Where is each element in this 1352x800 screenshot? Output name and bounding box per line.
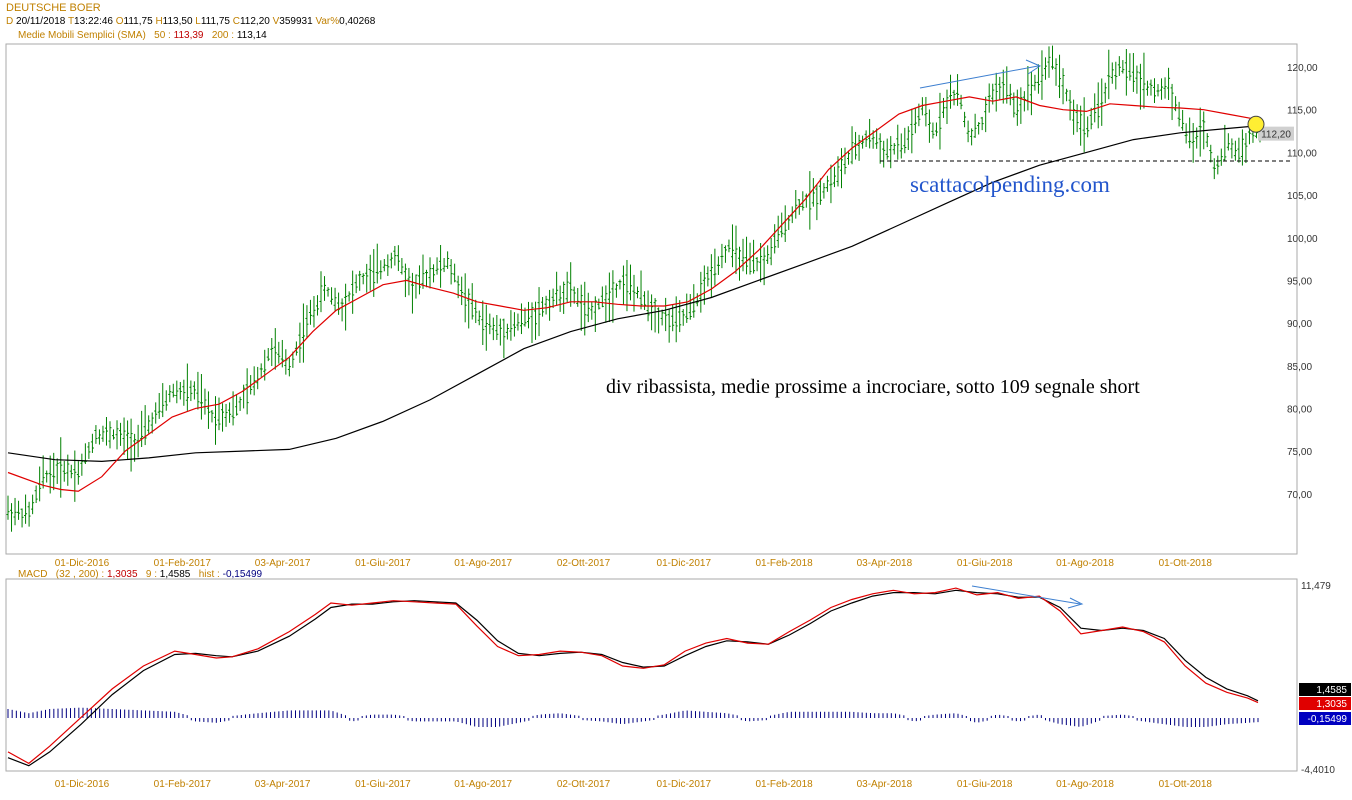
price-divergence-arrowhead	[1025, 59, 1042, 75]
sma200-label: 200 :	[211, 30, 235, 41]
price-layer: 70,00 75,00 80,00 85,00 90,00 95,00 100,00 105,…	[6, 45, 1318, 569]
macd-line	[7, 587, 1259, 765]
sma200-line	[7, 125, 1261, 463]
sma50-label: 50 :	[154, 30, 171, 41]
price-y-tick-label: 100,00	[1287, 234, 1318, 245]
time-value: 13:22:46	[74, 16, 113, 27]
instrument-name: DEUTSCHE BOER	[6, 2, 101, 14]
price-y-tick-label: 75,00	[1287, 447, 1312, 458]
macd-x-tick-label: 01-Dic-2016	[55, 779, 110, 790]
price-y-tick-label: 90,00	[1287, 319, 1312, 330]
price-y-tick-label: 95,00	[1287, 276, 1312, 287]
price-x-tick-label: 01-Dic-2017	[657, 558, 712, 569]
price-y-tick-label: 110,00	[1287, 148, 1317, 159]
date-key: D	[6, 16, 14, 27]
macd-x-tick-label: 01-Dic-2017	[657, 779, 712, 790]
open-key: O	[115, 16, 124, 27]
volume-key: V	[272, 16, 280, 27]
var-value: 0,40268	[339, 16, 376, 27]
volume-value: 359931	[279, 16, 313, 27]
macd-x-tick-label: 01-Feb-2017	[154, 779, 212, 790]
price-panel-frame	[5, 43, 1298, 555]
macd-legend-value: 1,3035	[106, 569, 138, 580]
price-x-tick-label: 02-Ott-2017	[557, 558, 611, 569]
signal-value-box	[1299, 683, 1351, 696]
last-price-label: 112,20	[1261, 130, 1291, 141]
hist-label: hist :	[198, 569, 220, 580]
price-x-tick-label: 01-Feb-2018	[755, 558, 813, 569]
close-key: C	[232, 16, 240, 27]
macd-x-tick-label: 01-Ago-2018	[1056, 779, 1114, 790]
signal-legend-value: 1,4585	[159, 569, 191, 580]
price-y-tick-label: 85,00	[1287, 362, 1312, 373]
macd-value-label: 1,3035	[1316, 699, 1347, 710]
price-x-tick-label: 01-Ago-2017	[454, 558, 512, 569]
macd-x-tick-label: 03-Apr-2018	[857, 779, 913, 790]
date-value: 20/11/2018	[16, 16, 66, 27]
open-value: 111,75	[123, 16, 153, 27]
instrument-title: DEUTSCHE BOER	[6, 2, 101, 14]
macd-layer: 01-Dic-2016 01-Feb-2017 03-Apr-2017 01-Giu-…	[7, 581, 1351, 790]
hist-legend-value: -0,15499	[222, 569, 263, 580]
macd-x-tick-label: 01-Ago-2017	[454, 779, 512, 790]
sma50-value: 113,39	[173, 30, 204, 41]
macd-x-tick-label: 02-Ott-2017	[557, 779, 611, 790]
close-value: 112,20	[239, 16, 270, 27]
macd-legend-label: MACD	[18, 569, 48, 580]
macd-x-tick-label: 01-Giu-2018	[957, 779, 1013, 790]
price-x-tick-label: 01-Feb-2017	[154, 558, 212, 569]
time-key: T	[67, 16, 75, 27]
price-x-tick-label: 01-Ago-2018	[1056, 558, 1114, 569]
macd-panel-frame	[5, 578, 1298, 772]
sma50-line	[7, 96, 1261, 492]
macd-x-tick-label: 01-Giu-2017	[355, 779, 411, 790]
price-x-tick-label: 01-Ott-2018	[1159, 558, 1213, 569]
price-x-tick-label: 01-Dic-2016	[55, 558, 110, 569]
crossover-marker-circle	[1247, 115, 1265, 133]
macd-x-tick-label: 01-Ott-2018	[1159, 779, 1213, 790]
price-x-tick-label: 03-Apr-2017	[255, 558, 311, 569]
macd-divergence-arrow	[971, 585, 1081, 605]
price-divergence-arrow	[919, 65, 1039, 89]
macd-value-box	[1299, 697, 1351, 710]
macd-params: (32 , 200) :	[55, 569, 105, 580]
sma200-value: 113,14	[236, 30, 267, 41]
macd-legend: MACD (32 , 200) : 1,3035 9 : 1,4585 hist…	[18, 569, 262, 580]
price-y-tick-label: 115,00	[1287, 106, 1317, 117]
price-x-tick-label: 03-Apr-2018	[857, 558, 913, 569]
price-x-tick-label: 01-Giu-2018	[957, 558, 1013, 569]
macd-x-tick-label: 03-Apr-2017	[255, 779, 311, 790]
hist-value-label: -0,15499	[1308, 714, 1348, 725]
sma-legend-label: Medie Mobili Semplici (SMA)	[18, 30, 146, 41]
price-x-tick-label: 01-Giu-2017	[355, 558, 411, 569]
hist-value-box	[1299, 712, 1351, 725]
signal-label: 9 :	[145, 569, 157, 580]
price-y-tick-label: 105,00	[1287, 191, 1318, 202]
high-value: 113,50	[162, 16, 193, 27]
macd-y-min-label: -4,4010	[1301, 765, 1335, 776]
var-key: Var%	[315, 16, 340, 27]
macd-x-tick-label: 01-Feb-2018	[755, 779, 813, 790]
price-y-tick-label: 120,00	[1287, 63, 1318, 74]
price-y-tick-label: 70,00	[1287, 490, 1312, 501]
low-value: 111,75	[200, 16, 230, 27]
ohlc-readout: D 20/11/2018 T13:22:46 O111,75 H113,50 L…	[6, 16, 375, 27]
signal-value-label: 1,4585	[1316, 685, 1347, 696]
macd-divergence-arrowhead	[1067, 597, 1084, 609]
low-key: L	[195, 16, 201, 27]
last-price-box	[1258, 126, 1294, 141]
signal-line	[7, 589, 1259, 767]
sma-legend: Medie Mobili Semplici (SMA) 50 : 113,39 …	[18, 30, 267, 41]
analysis-comment: div ribassista, medie prossime a incroci…	[606, 376, 1140, 398]
price-y-tick-label: 80,00	[1287, 404, 1312, 415]
high-key: H	[155, 16, 163, 27]
watermark-text: scattacolpending.com	[910, 172, 1110, 197]
macd-y-max-label: 11,479	[1301, 581, 1331, 592]
